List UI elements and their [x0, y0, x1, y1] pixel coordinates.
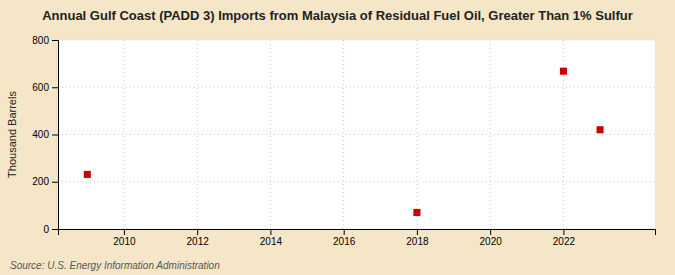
x-tick: 2022 [553, 229, 576, 247]
y-axis-label: Thousand Barrels [6, 91, 18, 178]
y-tick: 400 [32, 129, 58, 140]
y-tick: 600 [32, 82, 58, 93]
x-grid-line [123, 40, 124, 229]
y-tick: 0 [43, 224, 58, 235]
x-tick: 2010 [113, 229, 136, 247]
x-tick-mark [563, 229, 564, 235]
y-tick-mark [52, 40, 58, 41]
y-tick-mark [52, 229, 58, 230]
plot: 2010 2012 2014 2016 2018 2020 2022 0 200 400 600 80… [32, 35, 655, 247]
y-tick-label: 800 [32, 35, 49, 46]
y-grid-line [58, 87, 655, 88]
plot-background [58, 40, 655, 229]
x-grid-line [416, 40, 417, 229]
x-tick-label: 2012 [187, 236, 210, 247]
x-tick-label: 2016 [333, 236, 356, 247]
x-tick-mark [270, 229, 271, 235]
x-tick-label: 2018 [406, 236, 429, 247]
title: Annual Gulf Coast (PADD 3) Imports from … [42, 8, 633, 23]
x-tick: 2014 [260, 229, 283, 247]
source: Source: U.S. Energy Information Administ… [10, 260, 220, 271]
y-tick: 800 [32, 35, 58, 46]
chart: Annual Gulf Coast (PADD 3) Imports from … [0, 0, 675, 275]
x-axis-line [59, 230, 656, 236]
x-tick-label: 2020 [480, 236, 503, 247]
x-tick: 2016 [333, 229, 356, 247]
y-axis-line [52, 41, 59, 230]
y-tick: 200 [32, 176, 58, 187]
grid [58, 40, 655, 229]
x-tick-label: 2010 [113, 236, 136, 247]
y-tick-mark [52, 182, 58, 183]
y-tick-label: 400 [32, 129, 49, 140]
x-tick-mark [417, 229, 418, 235]
x-tick: 2018 [406, 229, 429, 247]
x-grid-line [343, 40, 344, 229]
x-tick: 2012 [187, 229, 210, 247]
y-grid-line [58, 134, 655, 135]
y-tick-label: 0 [43, 224, 49, 235]
x-tick-mark [490, 229, 491, 235]
x-tick-label: 2022 [553, 236, 576, 247]
point [413, 209, 420, 216]
background [0, 0, 675, 275]
y-grid-line [58, 181, 655, 182]
x-tick: 2020 [480, 229, 503, 247]
y-grid-line [58, 40, 655, 41]
y-tick-label: 600 [32, 82, 49, 93]
point [84, 171, 91, 178]
x-tick-mark [344, 229, 345, 235]
y-tick-mark [52, 87, 58, 88]
y-axis: 0 200 400 600 800 [32, 35, 58, 235]
x-grid-line [197, 40, 198, 229]
y-tick-label: 200 [32, 176, 49, 187]
x-axis: 2010 2012 2014 2016 2018 2020 2022 [59, 229, 656, 247]
points [84, 68, 604, 216]
x-tick-label: 2014 [260, 236, 283, 247]
point [560, 68, 567, 75]
x-tick-mark [197, 229, 198, 235]
x-tick-mark [124, 229, 125, 235]
y-tick-mark [52, 135, 58, 136]
point [597, 126, 604, 133]
